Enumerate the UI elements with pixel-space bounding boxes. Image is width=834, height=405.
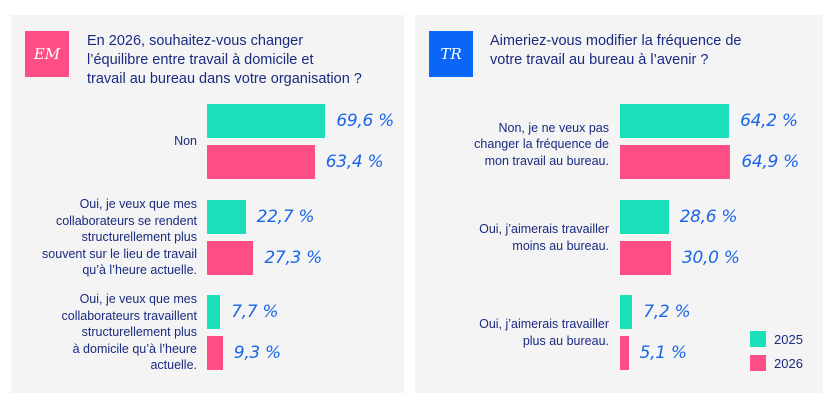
legend-label: 2026 xyxy=(774,355,803,371)
category-label: Non, je ne veux pas changer la fréquence … xyxy=(474,120,609,170)
value-label: 64,2 % xyxy=(740,111,798,131)
title-line: En 2026, souhaitez-vous changer xyxy=(87,33,304,49)
category-label: Oui, j’aimerais travailler plus au bureau… xyxy=(479,316,609,349)
bar-2026 xyxy=(207,241,254,275)
value-label: 5,1 % xyxy=(639,343,687,363)
chart-title: En 2026, souhaitez-vous changer l’équili… xyxy=(87,32,362,89)
value-label: 7,7 % xyxy=(231,302,279,322)
value-label: 63,4 % xyxy=(325,152,384,172)
category-label-line: moins au bureau. xyxy=(512,238,609,253)
category-label-line: actuelle. xyxy=(150,358,197,373)
category-label-line: mon travail au bureau. xyxy=(484,153,609,168)
bar-2025 xyxy=(207,104,326,138)
category-label-line: structurellement plus xyxy=(81,325,197,340)
title-line: travail au bureau dans votre organisatio… xyxy=(87,71,362,87)
bar-2025 xyxy=(620,200,669,234)
value-label: 69,6 % xyxy=(336,111,394,131)
category-label-line: qu’à l’heure actuelle. xyxy=(82,263,197,278)
title-line: l’équilibre entre travail à domicile et xyxy=(87,52,314,68)
value-label: 9,3 % xyxy=(233,343,281,363)
title-line: Aimeriez-vous modifier la fréquence de xyxy=(490,33,742,49)
category-label-line: Non, je ne veux pas xyxy=(498,120,610,135)
legend-swatch-2026 xyxy=(750,355,766,371)
legend: 2025 2026 xyxy=(750,327,803,375)
chart-title: Aimeriez-vous modifier la fréquence de v… xyxy=(490,32,741,70)
bar-2025 xyxy=(207,200,246,234)
value-label: 30,0 % xyxy=(682,248,740,268)
category-label-line: Non xyxy=(174,134,197,149)
value-label: 28,6 % xyxy=(679,207,738,227)
category-label-line: Oui, j’aimerais travailler xyxy=(479,317,609,331)
bar-2026 xyxy=(207,336,223,370)
value-label: 64,9 % xyxy=(741,152,799,172)
bar-2025 xyxy=(207,295,221,329)
title-line: votre travail au bureau à l’avenir ? xyxy=(490,52,709,68)
category-label: Oui, j’aimerais travailler moins au burea… xyxy=(479,221,609,254)
bar-2025 xyxy=(620,295,633,329)
category-label-line: Oui, je veux que mes xyxy=(79,292,197,307)
category-label: Non xyxy=(174,133,197,150)
bar-2026 xyxy=(207,145,315,179)
category-label-line: collaborateurs se rendent xyxy=(55,213,197,228)
category-label-line: Oui, je veux que mes xyxy=(79,197,197,212)
category-label: Oui, je veux que mes collaborateurs se re… xyxy=(42,196,197,279)
category-label-line: structurellement plus xyxy=(81,230,197,245)
bar-2026 xyxy=(620,336,629,370)
bar-2026 xyxy=(620,145,731,179)
bar-2025 xyxy=(620,104,730,138)
legend-item-2026: 2026 xyxy=(750,351,803,375)
legend-swatch-2025 xyxy=(750,331,766,347)
badge-em: EM xyxy=(25,31,69,77)
legend-label: 2025 xyxy=(774,331,803,347)
value-label: 27,3 % xyxy=(264,248,323,268)
value-label: 22,7 % xyxy=(256,207,315,227)
badge-tr: TR xyxy=(429,31,473,77)
chart-panel-tr: TR Aimeriez-vous modifier la fréquence d… xyxy=(415,15,823,393)
chart-panel-em: EM En 2026, souhaitez-vous changer l’équ… xyxy=(11,15,404,393)
value-label: 7,2 % xyxy=(643,302,691,322)
category-label-line: Oui, j’aimerais travailler xyxy=(479,222,609,236)
category-label-line: collaborateurs travaillent xyxy=(61,308,198,323)
legend-item-2025: 2025 xyxy=(750,327,803,351)
category-label-line: souvent sur le lieu de travail xyxy=(42,246,197,261)
category-label-line: plus au bureau. xyxy=(522,333,609,348)
bar-2026 xyxy=(620,241,671,275)
category-label-line: changer la fréquence de xyxy=(474,137,609,152)
category-label: Oui, je veux que mes collaborateurs trava… xyxy=(62,291,198,374)
category-label-line: à domicile qu’à l’heure xyxy=(72,341,197,356)
